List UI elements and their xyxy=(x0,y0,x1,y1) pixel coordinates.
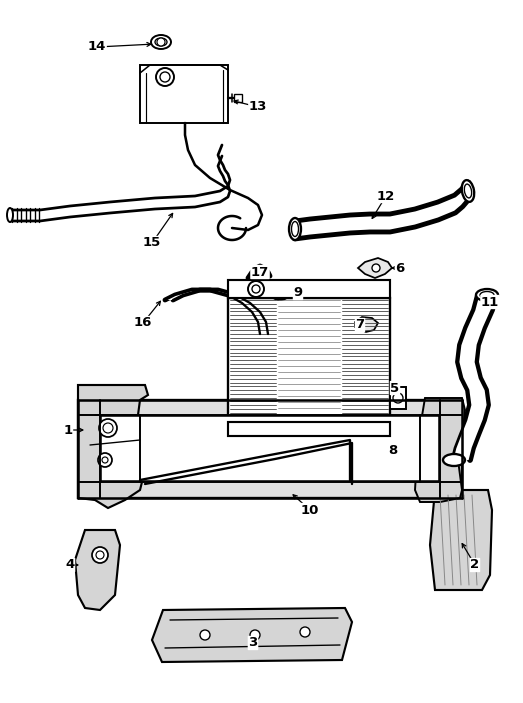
Ellipse shape xyxy=(480,292,494,299)
Circle shape xyxy=(103,423,113,433)
Circle shape xyxy=(156,68,174,86)
Circle shape xyxy=(300,627,310,637)
Ellipse shape xyxy=(275,292,285,298)
Bar xyxy=(228,298,390,422)
Text: 10: 10 xyxy=(301,503,319,517)
Bar xyxy=(140,65,228,123)
Ellipse shape xyxy=(464,184,472,198)
Ellipse shape xyxy=(155,38,167,46)
Ellipse shape xyxy=(7,208,13,222)
Circle shape xyxy=(372,264,380,272)
Text: 9: 9 xyxy=(293,287,303,299)
Text: 2: 2 xyxy=(470,558,480,572)
Circle shape xyxy=(157,38,165,46)
Polygon shape xyxy=(295,183,468,238)
Circle shape xyxy=(393,393,403,403)
Text: 15: 15 xyxy=(143,236,161,250)
Text: 13: 13 xyxy=(249,101,267,113)
Ellipse shape xyxy=(151,35,171,49)
Circle shape xyxy=(250,630,260,640)
Text: 14: 14 xyxy=(88,41,106,53)
Polygon shape xyxy=(452,295,496,460)
Circle shape xyxy=(200,630,210,640)
Polygon shape xyxy=(165,290,268,334)
Polygon shape xyxy=(75,530,120,610)
Circle shape xyxy=(252,285,260,293)
Text: 3: 3 xyxy=(248,636,258,650)
Bar xyxy=(101,416,439,481)
Circle shape xyxy=(102,457,108,463)
Bar xyxy=(390,387,406,409)
Polygon shape xyxy=(415,398,465,502)
Text: 11: 11 xyxy=(481,295,499,309)
Circle shape xyxy=(99,419,117,437)
Polygon shape xyxy=(430,490,492,590)
Circle shape xyxy=(98,453,112,467)
Text: 4: 4 xyxy=(65,558,75,572)
Polygon shape xyxy=(78,400,462,498)
Polygon shape xyxy=(78,385,148,508)
Text: 5: 5 xyxy=(391,382,400,394)
Text: 16: 16 xyxy=(134,316,152,330)
Text: 1: 1 xyxy=(63,423,73,437)
Circle shape xyxy=(160,72,170,82)
Polygon shape xyxy=(355,317,378,332)
Bar xyxy=(228,280,390,298)
Text: 7: 7 xyxy=(356,318,365,332)
Text: 12: 12 xyxy=(377,190,395,202)
Circle shape xyxy=(96,551,104,559)
Ellipse shape xyxy=(289,218,301,240)
Ellipse shape xyxy=(291,221,299,236)
Polygon shape xyxy=(152,608,352,662)
Text: 6: 6 xyxy=(395,262,405,274)
Bar xyxy=(234,94,242,102)
Ellipse shape xyxy=(462,180,474,202)
Bar xyxy=(395,442,417,454)
Ellipse shape xyxy=(443,454,465,466)
Text: 8: 8 xyxy=(389,444,397,458)
Text: 17: 17 xyxy=(251,266,269,278)
Polygon shape xyxy=(358,258,392,278)
Ellipse shape xyxy=(476,289,498,301)
Circle shape xyxy=(92,547,108,563)
Ellipse shape xyxy=(272,290,288,300)
Bar xyxy=(228,422,390,436)
Circle shape xyxy=(248,281,264,297)
